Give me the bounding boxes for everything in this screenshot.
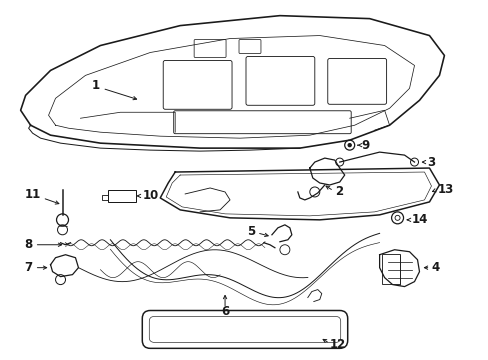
Bar: [381, 254, 399, 284]
Text: 8: 8: [24, 238, 33, 251]
Text: 11: 11: [24, 188, 41, 202]
Text: 14: 14: [411, 213, 427, 226]
Text: 3: 3: [427, 156, 435, 168]
Circle shape: [347, 144, 350, 147]
Text: 6: 6: [221, 305, 229, 318]
Text: 2: 2: [334, 185, 342, 198]
Text: 13: 13: [437, 184, 453, 197]
Text: 7: 7: [24, 261, 33, 274]
Text: 12: 12: [329, 338, 346, 351]
Text: 5: 5: [246, 225, 254, 238]
Text: 4: 4: [430, 261, 439, 274]
Bar: [108, 190, 136, 202]
Text: 1: 1: [91, 79, 99, 92]
Text: 9: 9: [361, 139, 369, 152]
Text: 10: 10: [142, 189, 158, 202]
